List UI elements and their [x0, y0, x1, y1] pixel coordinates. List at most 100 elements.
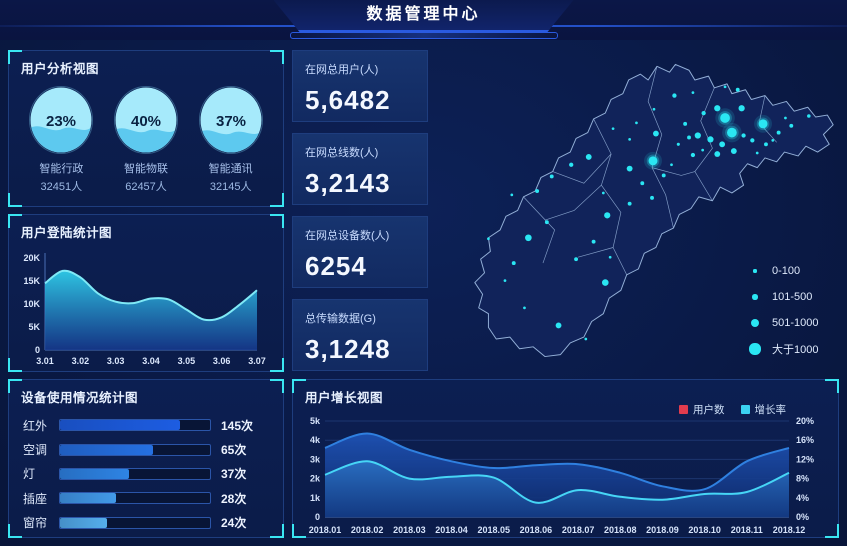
legend-label: 501-1000	[772, 317, 819, 329]
svg-text:2018.12: 2018.12	[773, 525, 806, 535]
map-dot	[719, 141, 726, 148]
svg-text:37%: 37%	[216, 113, 246, 130]
growth-legend-item-1[interactable]: 增长率	[740, 402, 787, 417]
liquid-gauge-row: 23% 智能行政 32451人 40% 智能物联 62457人 37% 智能通讯 32145人	[9, 82, 283, 194]
map-dot	[720, 113, 730, 123]
bar-fill	[60, 444, 153, 455]
svg-text:2018.11: 2018.11	[731, 525, 763, 535]
map-dot	[549, 174, 554, 179]
panel-title-login-stats: 用户登陆统计图	[21, 226, 113, 240]
bar-category-label: 灯	[23, 467, 36, 482]
legend-dot-icon	[748, 269, 762, 273]
map-dot	[569, 162, 574, 167]
corner-decoration	[8, 379, 22, 393]
map-dot	[771, 139, 775, 142]
map-legend-item-0[interactable]: 0-100	[748, 258, 819, 284]
map-dot	[672, 93, 677, 98]
map-legend-item-2[interactable]: 501-1000	[748, 310, 819, 336]
map-dot	[591, 239, 596, 244]
legend-label: 0-100	[772, 265, 801, 277]
map-dot	[640, 181, 645, 186]
svg-text:3.01: 3.01	[36, 356, 54, 366]
svg-text:20%: 20%	[796, 416, 814, 426]
title-plate: 数据管理中心	[274, 0, 574, 32]
map-dot	[758, 119, 768, 129]
svg-text:2k: 2k	[310, 474, 321, 484]
bar-category-label: 红外	[23, 418, 48, 433]
svg-text:2018.01: 2018.01	[309, 525, 342, 535]
map-dot	[789, 123, 794, 128]
svg-text:4k: 4k	[310, 435, 321, 445]
device-bar-row: 插座 28次	[23, 490, 267, 507]
bar-value: 37次	[221, 467, 247, 482]
growth-legend-item-0[interactable]: 用户数	[679, 402, 725, 417]
corner-decoration	[270, 193, 284, 207]
device-bar-row: 空调 65次	[23, 441, 267, 458]
map-dot	[676, 142, 680, 146]
stat-card-3: 总传输数据(G) 3,1248	[292, 299, 428, 371]
stat-card-2: 在网总设备数(人) 6254	[292, 216, 428, 288]
map-dot	[755, 151, 759, 155]
panel-title-device-usage: 设备使用情况统计图	[21, 391, 139, 405]
stat-label: 总传输数据(G)	[305, 313, 376, 325]
panel-login-stats: 用户登陆统计图 0 5K 10K 15K 20K 3.01 3.02 3.03 3.04 3.05…	[8, 214, 284, 372]
map-dot	[626, 165, 633, 172]
legend-label: 增长率	[754, 404, 787, 416]
svg-text:2018.07: 2018.07	[562, 525, 595, 535]
map-dot	[652, 107, 656, 111]
bar-category-label: 窗帘	[23, 516, 48, 531]
device-bar-row: 窗帘 24次	[23, 514, 267, 531]
corner-decoration	[8, 214, 22, 228]
map-dot	[584, 337, 588, 341]
liquid-gauge-2: 37% 智能通讯 32145人	[188, 86, 273, 194]
bar-fill	[60, 517, 107, 528]
svg-text:0%: 0%	[796, 512, 809, 522]
map-dot	[723, 85, 727, 89]
bar-track	[59, 516, 211, 529]
svg-text:10K: 10K	[23, 299, 40, 309]
stat-value: 6254	[305, 251, 367, 281]
growth-chart-legend: 用户数 增长率	[679, 402, 786, 417]
map-dot	[807, 114, 811, 118]
corner-decoration	[270, 358, 284, 372]
map-dot	[661, 173, 666, 178]
map-dot	[653, 130, 659, 137]
bar-category-label: 空调	[23, 443, 48, 458]
svg-text:3.02: 3.02	[72, 356, 90, 366]
map-legend-item-3[interactable]: 大于1000	[748, 336, 819, 362]
panel-title-user-analysis: 用户分析视图	[21, 62, 100, 76]
map-legend-item-1[interactable]: 101-500	[748, 284, 819, 310]
map-dot	[648, 156, 658, 166]
map-dot	[628, 138, 631, 141]
map-dot	[738, 105, 745, 112]
svg-text:23%: 23%	[46, 113, 76, 130]
device-usage-bars: 红外 145次 空调 65次灯 37次插座 28次窗帘 24次	[9, 411, 283, 543]
bar-category-label: 插座	[23, 491, 48, 506]
corner-decoration	[292, 524, 306, 538]
panel-user-analysis: 用户分析视图 23% 智能行政 32451人 40% 智能物联 62457人 37% 智能通讯…	[8, 50, 284, 207]
map-dot	[574, 257, 579, 262]
panel-title-user-growth: 用户增长视图	[305, 391, 384, 405]
svg-text:1k: 1k	[310, 493, 321, 503]
corner-decoration	[8, 50, 22, 64]
svg-text:2018.03: 2018.03	[393, 525, 426, 535]
corner-decoration	[270, 50, 284, 64]
map-dot	[601, 279, 609, 286]
map-dot	[627, 201, 632, 206]
map-dot	[604, 212, 611, 219]
growth-area-chart: 0 1k 2k 3k 4k 5k 0% 4% 8% 12% 16% 20% 2018.01 2018.02…	[309, 416, 814, 535]
map-dot	[730, 148, 737, 155]
corner-decoration	[292, 379, 306, 393]
map-dot	[611, 127, 615, 131]
map-dot	[670, 163, 673, 167]
map-dot	[487, 237, 490, 241]
legend-dot-icon	[748, 319, 762, 327]
legend-swatch-icon	[740, 405, 750, 414]
bar-track	[59, 492, 211, 505]
stat-card-1: 在网总线数(人) 3,2143	[292, 133, 428, 205]
svg-text:8%: 8%	[796, 474, 809, 484]
stat-label: 在网总线数(人)	[305, 147, 379, 159]
map-dot	[784, 116, 787, 120]
device-bar-row: 红外 145次	[23, 417, 267, 434]
bar-value: 28次	[221, 491, 247, 506]
